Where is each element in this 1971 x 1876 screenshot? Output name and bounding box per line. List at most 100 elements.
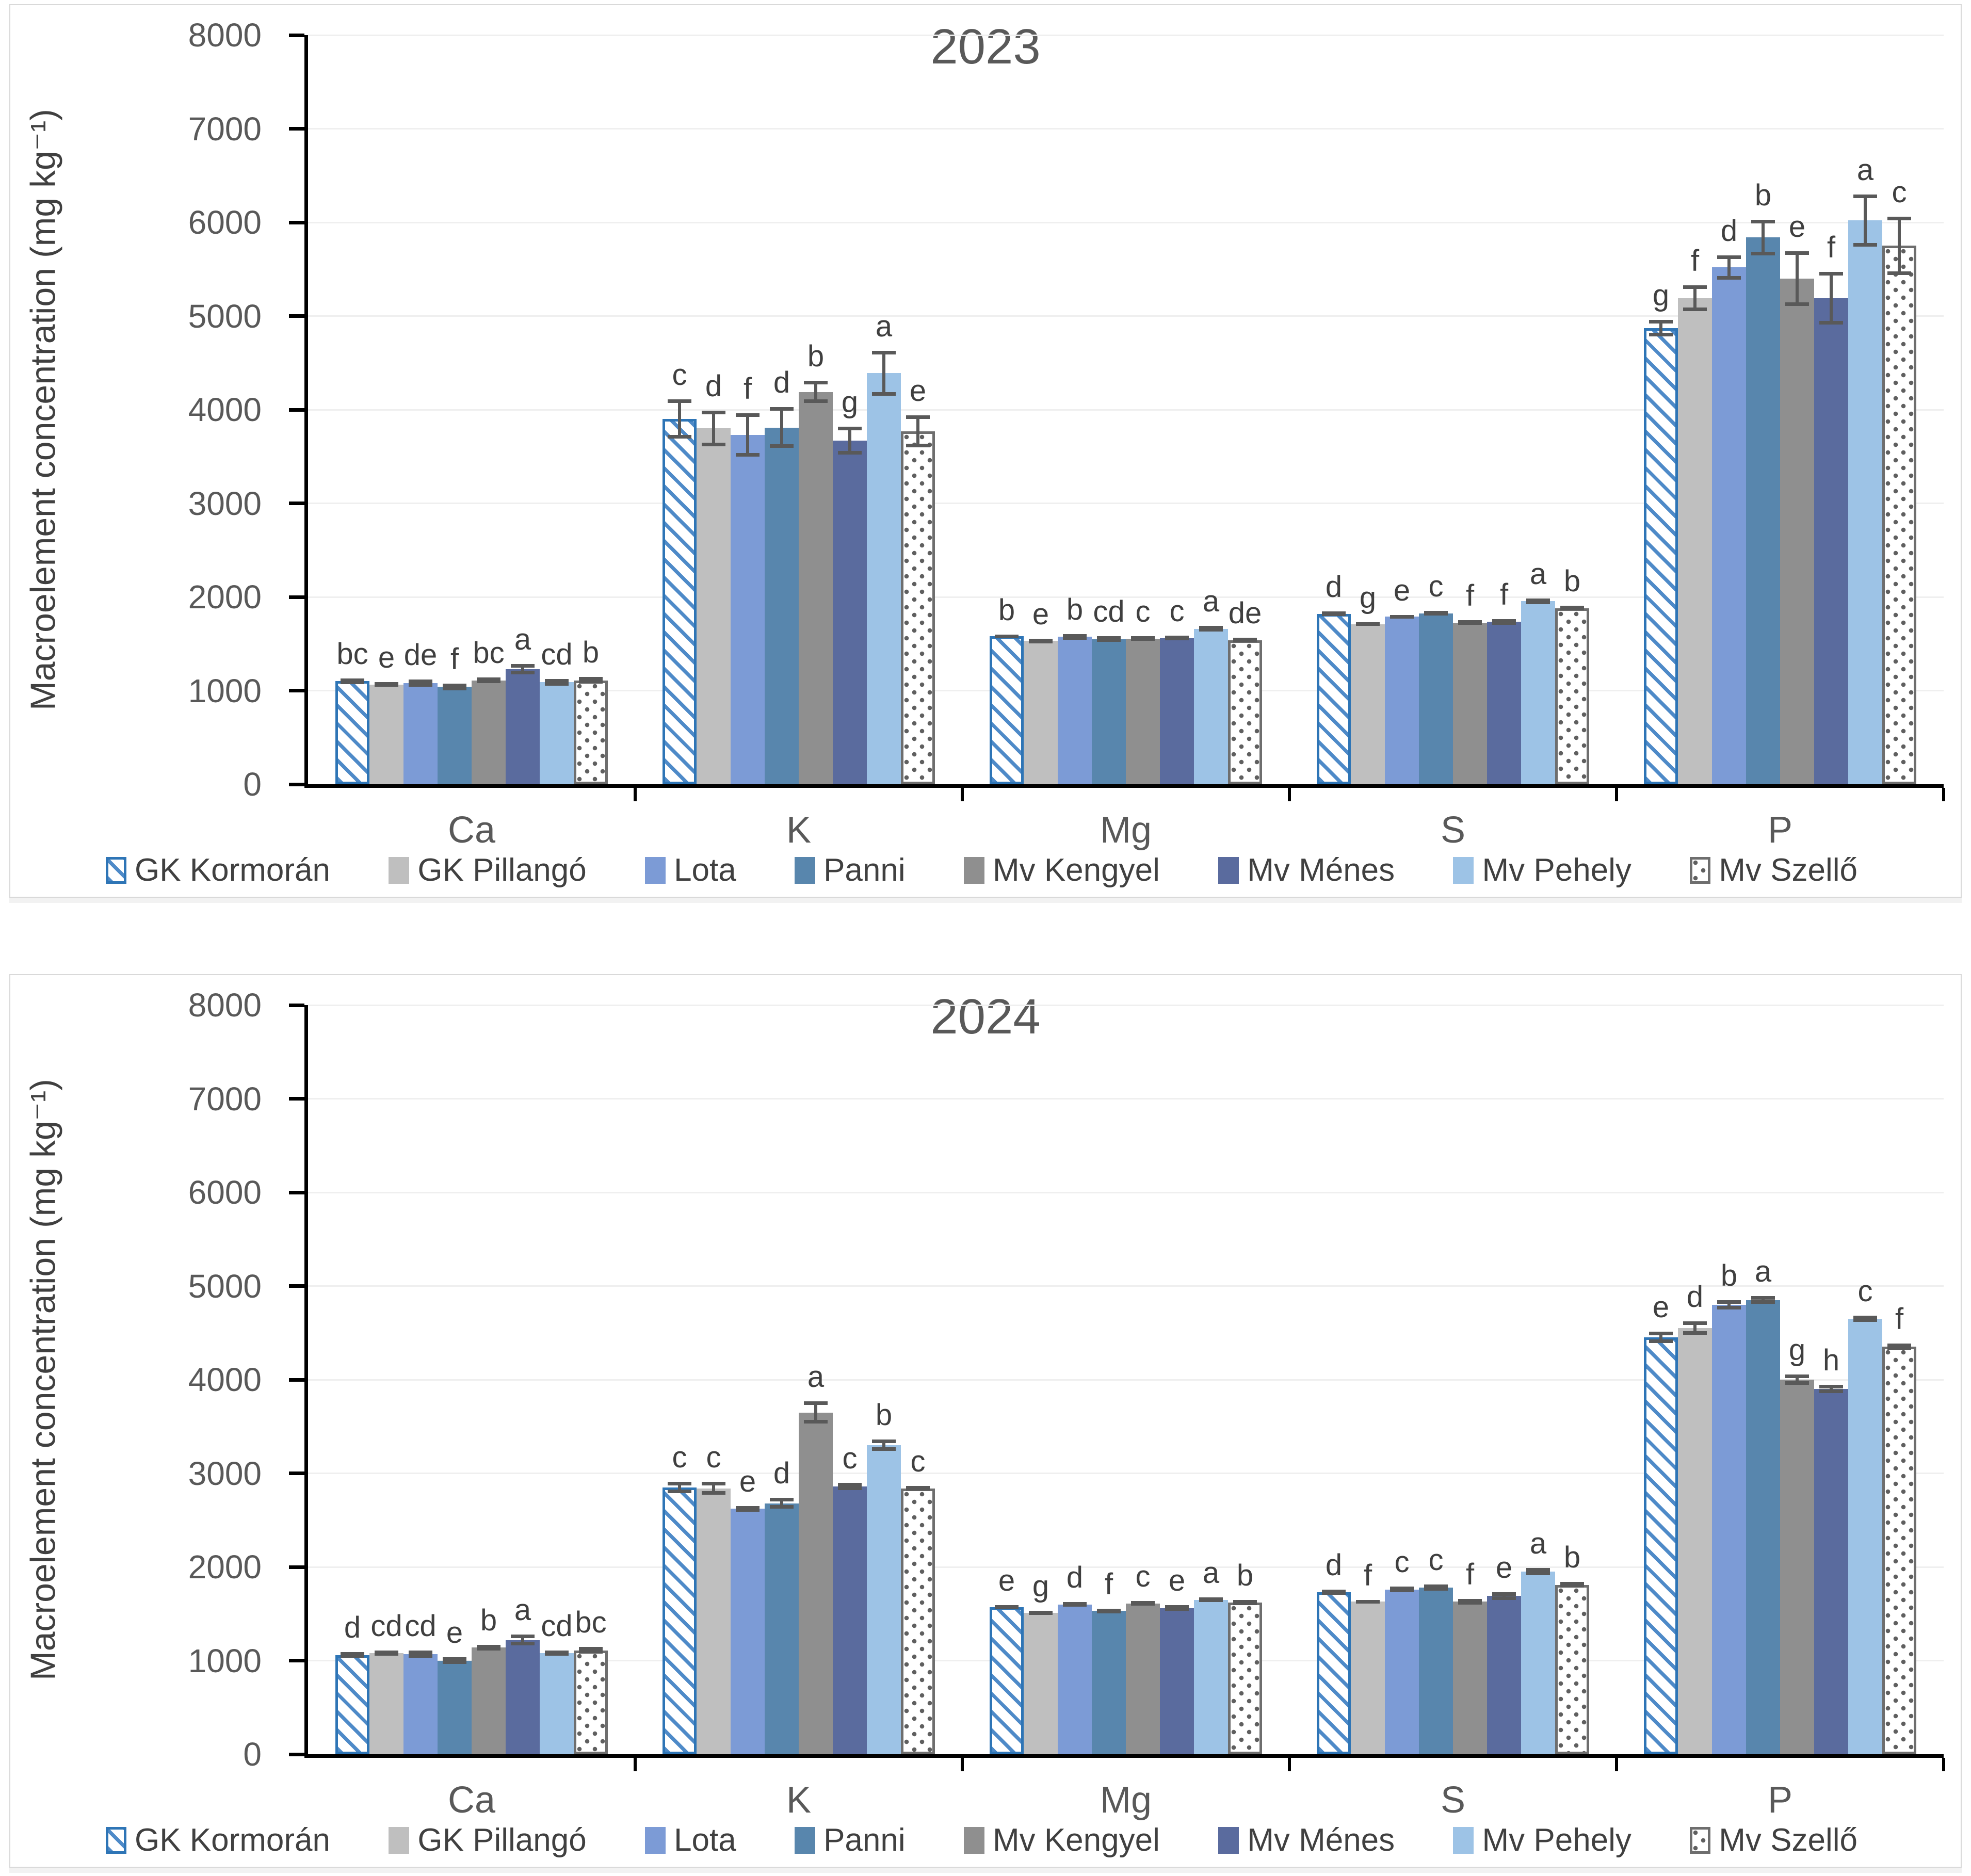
significance-letter: c: [1169, 594, 1185, 628]
bar-rect: [540, 682, 574, 784]
y-axis-tick: [289, 33, 304, 37]
legend-swatch: [795, 856, 816, 884]
bar-rect: [731, 435, 765, 784]
legend-label: Mv Ménes: [1247, 852, 1395, 888]
significance-letter: f: [1827, 231, 1836, 265]
significance-letter: f: [1499, 577, 1509, 611]
group-Ca: d cd cd e b a cd bc Ca: [308, 1005, 637, 1821]
error-bar-stem: [555, 1651, 558, 1656]
error-bar-stem: [1039, 1611, 1042, 1615]
significance-letter: b: [1563, 1541, 1581, 1575]
group-Ca: bc e de f bc a cd b Ca: [308, 35, 637, 851]
significance-letter: a: [1529, 1526, 1547, 1560]
error-bar-stem: [1571, 606, 1574, 611]
error-bar-stem: [1073, 634, 1076, 640]
significance-letter: cd: [1093, 595, 1125, 629]
x-category-label-P: P: [1767, 810, 1793, 851]
error-bar-stem: [419, 1650, 422, 1658]
error-bar-stem: [521, 664, 524, 674]
y-axis-tick: [289, 1659, 304, 1662]
error-bar-stem: [780, 1497, 783, 1509]
legend-swatch: [1453, 1826, 1474, 1854]
error-bar-stem: [589, 1647, 592, 1654]
error-bar: [1887, 1344, 1911, 1350]
legend-item-Lota: Lota: [645, 852, 736, 888]
error-bar-stem: [1727, 1300, 1731, 1309]
legend-swatch: [1218, 1826, 1239, 1854]
x-category-label-K: K: [786, 810, 812, 851]
bar-rect: [1487, 622, 1521, 784]
bar-rect: [901, 431, 935, 784]
error-bar: [1390, 614, 1414, 619]
bar-Mv Pehely-Mg: a: [1194, 1005, 1228, 1754]
error-bar-stem: [1898, 1344, 1901, 1350]
significance-letter: c: [1428, 1543, 1444, 1577]
y-axis-tick-label: 6000: [188, 204, 262, 241]
group-Mg: e g d f c e a b Mg: [962, 1005, 1291, 1821]
significance-letter: d: [1325, 570, 1343, 604]
error-bar-stem: [351, 678, 354, 684]
y-axis-tick-label: 1000: [188, 1642, 262, 1679]
significance-letter: g: [1032, 1570, 1049, 1604]
significance-letter: f: [1104, 1567, 1113, 1601]
bar-rect: [1814, 1389, 1848, 1754]
bar-Mv Szellő-Ca: b: [574, 35, 608, 784]
bar-rect: [369, 684, 403, 784]
bar-Mv Pehely-S: a: [1521, 35, 1555, 784]
error-bar-stem: [746, 413, 749, 457]
error-bar: [1649, 319, 1673, 337]
error-bar-stem: [453, 1657, 456, 1664]
x-category-label-Mg: Mg: [1100, 810, 1152, 851]
bar-rect: [697, 428, 731, 784]
legend-swatch: [389, 856, 410, 884]
bar-Mv Ménes-Ca: a: [506, 1005, 540, 1754]
y-axis-tick-label: 1000: [188, 672, 262, 709]
error-bar-stem: [1537, 598, 1540, 604]
bar-Panni-K: d: [765, 35, 799, 784]
error-bar-stem: [589, 677, 592, 684]
bar-GK Pillangó-K: c: [697, 1005, 731, 1754]
legend-swatch: [645, 856, 666, 884]
y-axis-tick: [289, 1097, 304, 1101]
error-bar-stem: [916, 1486, 919, 1491]
error-bar-stem: [1693, 1321, 1697, 1335]
error-bar-stem: [1400, 1587, 1403, 1593]
bar-rect: [1126, 638, 1160, 784]
error-bar: [1063, 1602, 1087, 1607]
y-axis-tick: [289, 1284, 304, 1288]
significance-letter: g: [1788, 1333, 1806, 1367]
significance-letter: e: [1495, 1551, 1513, 1585]
bar-rect: [1419, 1587, 1453, 1754]
error-bar-stem: [453, 683, 456, 690]
legend-swatch: [1690, 1826, 1711, 1854]
bar-Lota-S: e: [1385, 35, 1419, 784]
error-bar: [1717, 255, 1741, 280]
bar-rect: [1385, 1589, 1419, 1754]
legend-swatch: [389, 1826, 410, 1854]
significance-letter: b: [1720, 1258, 1738, 1292]
error-bar: [668, 399, 691, 439]
significance-letter: d: [705, 369, 722, 403]
bar-Mv Kengyel-Mg: c: [1126, 1005, 1160, 1754]
bar-rect: [438, 1660, 472, 1754]
bar-rect: [1780, 1380, 1814, 1754]
bar-rect: [1712, 1304, 1746, 1754]
error-bar: [702, 1481, 725, 1495]
error-bar-stem: [1468, 620, 1472, 625]
bar-Lota-Mg: d: [1058, 1005, 1092, 1754]
significance-letter: d: [1686, 1280, 1704, 1314]
error-bar-stem: [1659, 1332, 1662, 1344]
significance-letter: a: [807, 1360, 825, 1394]
bar-Mv Ménes-Mg: c: [1160, 35, 1194, 784]
error-bar-stem: [1141, 636, 1144, 641]
error-bar: [995, 634, 1019, 639]
error-bar: [1097, 636, 1121, 642]
error-bar: [1458, 1598, 1482, 1605]
x-category-label-Mg: Mg: [1100, 1780, 1152, 1821]
error-bar-stem: [1468, 1598, 1472, 1605]
y-axis-tick: [289, 1003, 304, 1007]
bar-Mv Pehely-Ca: cd: [540, 35, 574, 784]
error-bar: [702, 410, 725, 446]
